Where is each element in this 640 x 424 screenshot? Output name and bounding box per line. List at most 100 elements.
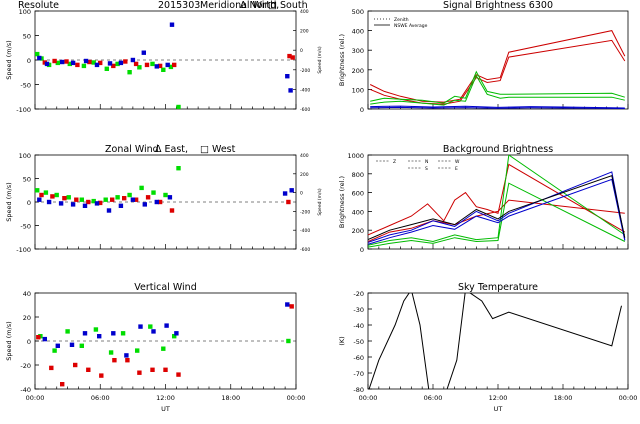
meridional-point-blue bbox=[154, 64, 159, 69]
vertical-frame bbox=[34, 292, 297, 390]
meridional-ytick-label: -50 bbox=[20, 82, 31, 90]
zonal-point-blue bbox=[94, 201, 100, 206]
sky-ytick-label: -30 bbox=[353, 306, 364, 314]
background-marks bbox=[368, 155, 626, 248]
signal-ytick-label: 300 bbox=[352, 47, 364, 55]
zonal-point-blue bbox=[118, 203, 124, 208]
background-series-blue-b bbox=[368, 178, 626, 245]
vertical-xtick-label: 00:00 bbox=[26, 394, 45, 402]
zonal-point-green bbox=[91, 198, 96, 204]
vertical-point-blue bbox=[174, 331, 179, 336]
vertical-point-red bbox=[150, 367, 155, 372]
sky-xtick-label: 00:00 bbox=[619, 394, 638, 402]
meridional-point-red bbox=[133, 61, 139, 67]
signal-ytick-label: 400 bbox=[352, 28, 364, 36]
meridional-point-blue bbox=[44, 61, 50, 67]
meridional-point-blue bbox=[70, 60, 76, 66]
meridional-point-green bbox=[81, 63, 87, 69]
signal-series-red-2 bbox=[370, 39, 626, 105]
meridional-ylabel2: Speed (m/s) bbox=[317, 46, 323, 74]
meridional-point-red bbox=[98, 60, 103, 66]
signal-series-green-2 bbox=[370, 74, 625, 106]
sky-ytick-label: -70 bbox=[353, 370, 364, 378]
background-series-red-b bbox=[368, 199, 625, 242]
zonal-point-green bbox=[163, 192, 168, 198]
background-series-green-a bbox=[368, 155, 626, 246]
meridional-point-blue bbox=[37, 55, 42, 61]
vertical-point-blue bbox=[138, 324, 143, 329]
vertical-point-blue bbox=[164, 323, 169, 328]
zonal-point-blue bbox=[46, 199, 52, 205]
sky-xtick-label: 12:00 bbox=[489, 394, 508, 402]
background-title: Background Brightness bbox=[443, 144, 553, 155]
zonal-point-blue bbox=[130, 197, 136, 202]
background-legend-label: S bbox=[425, 166, 428, 172]
meridional-ytick-label: 50 bbox=[23, 33, 31, 41]
background-ytick-label: 200 bbox=[352, 227, 364, 235]
meridional-point-green bbox=[35, 51, 40, 57]
meridional-point-green bbox=[127, 70, 132, 75]
vertical-ylabel: Speed (m/s) bbox=[5, 321, 13, 360]
meridional-point-blue bbox=[83, 58, 89, 64]
sky-series-temp bbox=[368, 293, 430, 389]
signal-ytick-label: 200 bbox=[352, 67, 364, 75]
background-ytick-label: 800 bbox=[352, 171, 364, 179]
vertical-point-red bbox=[99, 373, 104, 378]
zonal-point-blue bbox=[142, 202, 147, 207]
vertical-point-green bbox=[286, 338, 291, 344]
zonal-title-part: Zonal Wind bbox=[105, 144, 159, 155]
zonal-point-blue bbox=[58, 201, 64, 206]
zonal-point-green bbox=[115, 195, 120, 200]
zonal-point-red bbox=[169, 208, 175, 213]
sky-ylabel: (K) bbox=[338, 336, 346, 345]
meridional-title-part: 2015303 bbox=[158, 0, 200, 11]
vertical-point-blue bbox=[82, 331, 88, 336]
background-ytick-label: 0 bbox=[360, 246, 364, 254]
meridional-y2tick-label: 400 bbox=[300, 9, 309, 15]
sky-ytick-label: -80 bbox=[353, 386, 364, 394]
vertical-point-green bbox=[148, 324, 153, 329]
vertical-xtick-label: 06:00 bbox=[91, 394, 110, 402]
zonal-title-part: □ West bbox=[200, 144, 236, 155]
zonal-y2tick-label: -600 bbox=[300, 247, 310, 253]
signal-legend-label: Zenith bbox=[394, 17, 409, 23]
sky-xtick-label: 18:00 bbox=[554, 394, 573, 402]
signal-ytick-label: 100 bbox=[352, 86, 364, 94]
vertical-point-green bbox=[120, 331, 126, 336]
signal-marks bbox=[369, 30, 626, 109]
meridional-ylabel: Speed (m/s) bbox=[5, 40, 13, 79]
meridional-point-red bbox=[87, 59, 92, 65]
sky-xtick-label: 06:00 bbox=[424, 394, 443, 402]
background-ytick-label: 400 bbox=[352, 208, 364, 216]
zonal-point-green bbox=[43, 190, 49, 195]
zonal-ytick-label: -50 bbox=[20, 223, 31, 231]
vertical-ytick-label: 0 bbox=[27, 338, 31, 346]
meridional-point-blue bbox=[107, 61, 113, 66]
sky-xlabel: UT bbox=[494, 405, 503, 413]
background-ytick-label: 600 bbox=[352, 190, 364, 198]
zonal-ylabel2: Speed (m/s) bbox=[317, 188, 323, 216]
zonal-point-red bbox=[39, 192, 44, 198]
zonal-ytick-label: -100 bbox=[16, 246, 31, 254]
meridional-point-green bbox=[176, 104, 181, 109]
zonal-point-red bbox=[50, 194, 55, 199]
meridional-y2tick-label: 0 bbox=[300, 48, 303, 54]
vertical-point-red bbox=[36, 335, 41, 340]
meridional-point-red bbox=[144, 62, 150, 68]
zonal-title-part: Δ East, bbox=[155, 144, 188, 155]
sky-ytick-label: -20 bbox=[353, 290, 364, 298]
meridional-title-part: Resolute bbox=[18, 0, 59, 11]
vertical-point-blue bbox=[69, 342, 75, 347]
vertical-point-blue bbox=[55, 343, 60, 348]
zonal-point-red bbox=[145, 195, 151, 200]
meridional-point-blue bbox=[118, 60, 124, 66]
vertical-point-green bbox=[52, 348, 57, 353]
vertical-ytick-label: 20 bbox=[23, 314, 31, 322]
sky-ytick-label: -60 bbox=[353, 354, 364, 362]
meridional-title-part: Meridional Wind bbox=[200, 0, 276, 11]
zonal-point-blue bbox=[289, 188, 294, 193]
zonal-frame bbox=[34, 154, 297, 250]
meridional-point-red bbox=[64, 59, 69, 64]
meridional-point-red bbox=[111, 63, 116, 69]
